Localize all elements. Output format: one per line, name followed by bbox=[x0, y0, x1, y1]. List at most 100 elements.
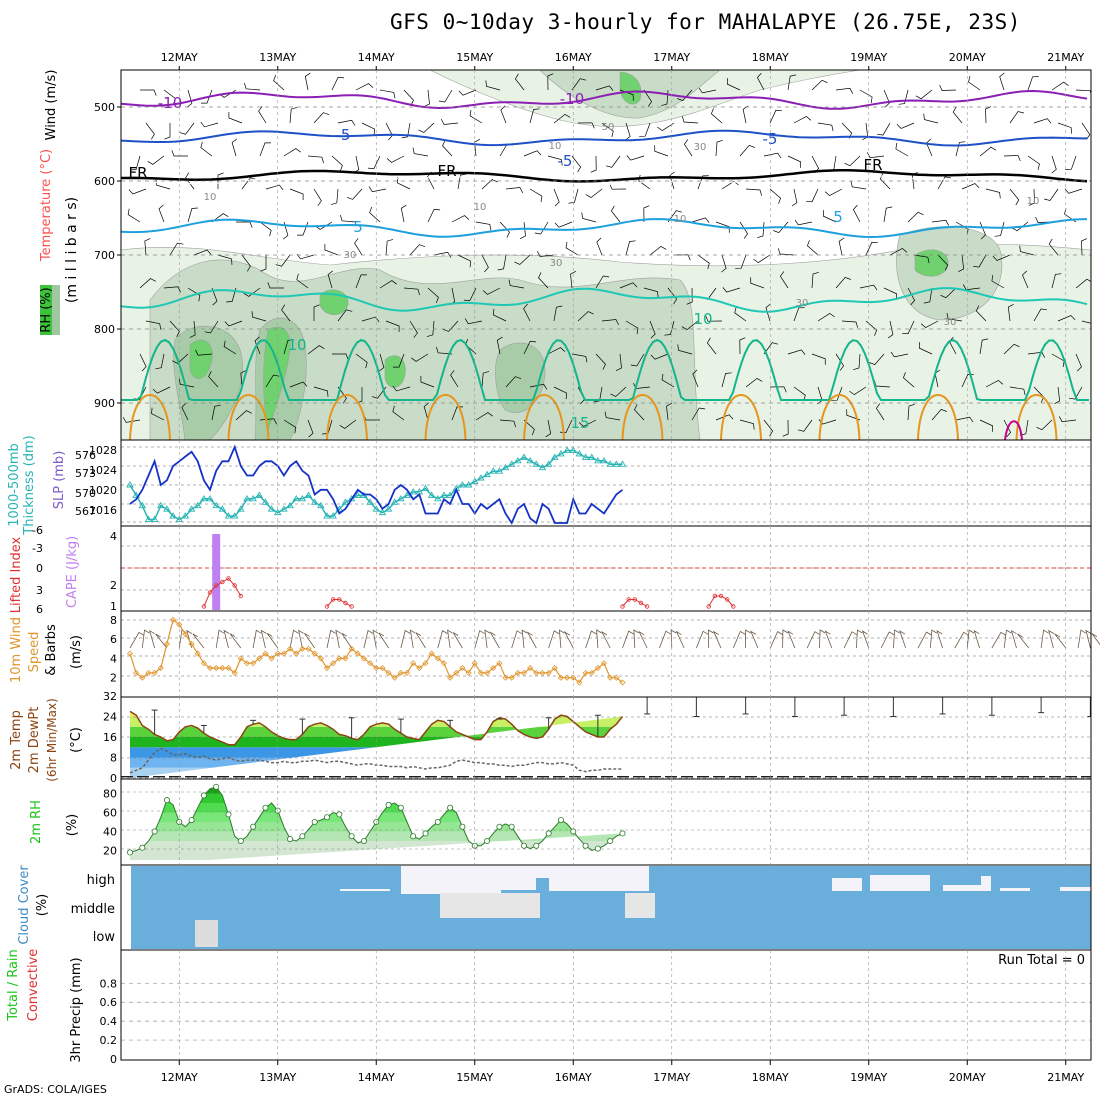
panel-bg-precip bbox=[121, 950, 1091, 1060]
temp-contour-20 bbox=[917, 394, 959, 440]
thickness-point bbox=[501, 463, 510, 471]
wind-barb bbox=[436, 346, 453, 355]
precip-tick-label: 0.6 bbox=[100, 996, 118, 1009]
lifted-index-point bbox=[330, 597, 336, 602]
temp-contour-15 bbox=[121, 338, 1089, 401]
rh-point bbox=[743, 0, 748, 3]
thickness-tick-label: 576 bbox=[75, 449, 96, 462]
chart-title: GFS 0~10day 3-hourly for MAHALAPYE (26.7… bbox=[390, 10, 1021, 34]
wind-barb bbox=[267, 282, 284, 289]
date-label-top: 14MAY bbox=[358, 51, 395, 64]
lifted-index-line bbox=[708, 595, 734, 607]
date-label-top: 18MAY bbox=[752, 51, 789, 64]
wind-barb bbox=[145, 320, 162, 330]
wind-speed-point bbox=[607, 674, 614, 681]
lifted-index-point bbox=[213, 583, 219, 588]
thickness-point bbox=[544, 460, 553, 467]
wind-barb bbox=[923, 113, 939, 124]
wind-barb bbox=[409, 244, 426, 256]
rh-point bbox=[508, 823, 515, 830]
thickness-point bbox=[181, 512, 190, 519]
wind-barb bbox=[1075, 278, 1091, 289]
surface-wind-barb bbox=[521, 629, 528, 649]
wind-barb bbox=[122, 417, 141, 423]
wind-barb bbox=[523, 150, 542, 157]
contour-label: 15 bbox=[570, 414, 589, 432]
wind-speed-point bbox=[194, 650, 201, 657]
wind-barb bbox=[403, 89, 414, 106]
wind-barb bbox=[913, 254, 930, 264]
wind-speed-point bbox=[262, 650, 269, 657]
wind-barb bbox=[721, 254, 727, 273]
thickness-point bbox=[150, 515, 159, 522]
wind-barb bbox=[1057, 122, 1072, 134]
wind-barb bbox=[946, 312, 963, 322]
wind-barb bbox=[281, 304, 291, 322]
upper-ytick-label: 500 bbox=[94, 101, 115, 114]
rh-point bbox=[336, 811, 343, 818]
surface-wind-barb bbox=[929, 629, 938, 649]
wind-barb bbox=[385, 239, 394, 256]
wind-barb bbox=[1081, 122, 1091, 140]
wind-barb bbox=[681, 320, 699, 331]
wind-speed-point bbox=[274, 650, 281, 657]
thickness-point bbox=[464, 481, 473, 488]
wind-speed-point bbox=[483, 669, 491, 676]
wind-barb bbox=[822, 210, 837, 223]
thickness-point bbox=[163, 505, 171, 512]
surface-wind-barb bbox=[378, 632, 389, 649]
wind-barb bbox=[763, 419, 774, 437]
contour-label: 50 bbox=[602, 122, 615, 133]
surface-wind-barb bbox=[622, 630, 634, 649]
wind-barb bbox=[500, 105, 507, 124]
thickness-point bbox=[298, 494, 307, 502]
wind-barb bbox=[187, 207, 198, 223]
wind-barb bbox=[155, 353, 165, 370]
wind-barb bbox=[838, 237, 845, 256]
date-label-bottom: 20MAY bbox=[949, 1071, 986, 1084]
label-rh-units: (%) bbox=[65, 814, 80, 837]
wind-barb bbox=[392, 385, 411, 392]
wind-barb bbox=[224, 320, 243, 327]
wind-barb bbox=[536, 250, 555, 257]
rh-point bbox=[1075, 0, 1080, 3]
slp-tick-label: 1016 bbox=[89, 504, 117, 517]
wind-speed-point bbox=[305, 645, 312, 652]
thickness-point bbox=[132, 491, 140, 498]
label-cape: CAPE (J/kg) bbox=[65, 536, 80, 608]
wind-barb bbox=[367, 155, 381, 169]
wind-barb bbox=[721, 180, 739, 190]
wind-barb bbox=[200, 141, 213, 157]
rh-point bbox=[768, 0, 773, 3]
wind-barb bbox=[259, 142, 271, 157]
cape-lifted-index-panel bbox=[121, 534, 1091, 610]
cloud-row-label: high bbox=[87, 873, 115, 888]
temp-contour-20 bbox=[523, 394, 565, 440]
wind-barb bbox=[1007, 303, 1014, 322]
thickness-point bbox=[187, 505, 196, 512]
wind-barb bbox=[865, 241, 878, 256]
surface-wind-barb bbox=[511, 630, 523, 649]
wind-barb bbox=[228, 112, 243, 124]
surface-wind-barb bbox=[489, 631, 500, 649]
wind-barb bbox=[496, 336, 503, 355]
contour-label: 10 bbox=[674, 214, 687, 225]
wind-speed-point bbox=[256, 655, 263, 662]
thickness-point bbox=[341, 498, 350, 505]
wind-barb bbox=[211, 287, 218, 306]
wind-speed-point bbox=[545, 669, 552, 676]
wind-barb bbox=[787, 74, 797, 91]
precip-tick-label: 0.2 bbox=[100, 1034, 118, 1047]
wind-barb bbox=[794, 219, 813, 226]
label-2m-temp: 2m Temp bbox=[9, 710, 24, 770]
wind-speed-point bbox=[582, 669, 589, 676]
label-wind-units: (m/s) bbox=[69, 635, 84, 669]
thickness-point bbox=[175, 515, 184, 522]
surface-wind-barb bbox=[223, 629, 230, 649]
thickness-point bbox=[304, 491, 313, 498]
wind-barb bbox=[307, 155, 324, 164]
wind-barb bbox=[937, 176, 951, 190]
wind-speed-point bbox=[514, 669, 521, 676]
rh-point bbox=[866, 0, 871, 3]
date-label-bottom: 21MAY bbox=[1047, 1071, 1084, 1084]
